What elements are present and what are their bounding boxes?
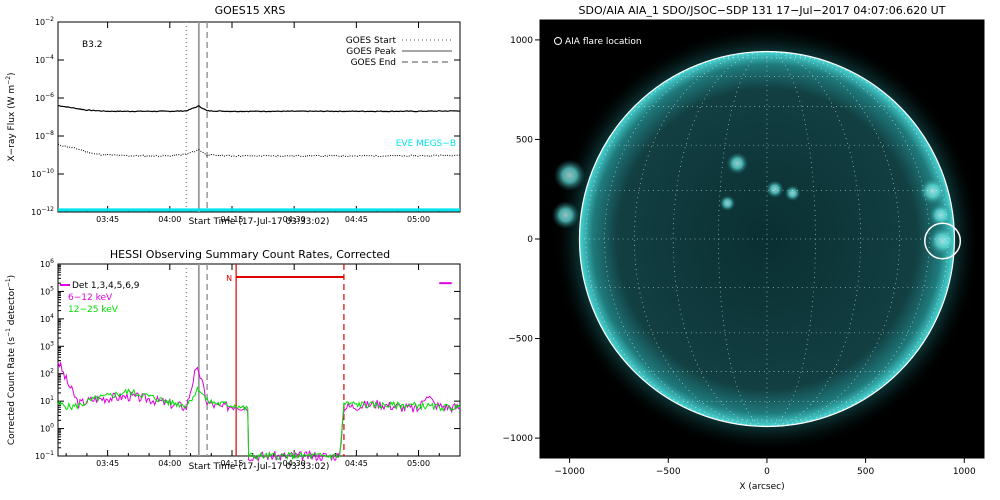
hessi-x-tick-label: 04:15 <box>220 459 243 468</box>
hessi-12-25kev-line <box>57 385 461 461</box>
goes-y-tick-label: 10−6 <box>35 92 54 103</box>
aia-y-tick-label: 1000 <box>510 36 533 46</box>
aia-bright-regions <box>551 152 958 256</box>
aia-longitude-line <box>604 51 767 427</box>
aia-x-tick-label: −500 <box>656 467 681 477</box>
hessi-count-rate-panel: HESSI Observing Summary Count Rates, Cor… <box>5 248 461 472</box>
hessi-x-tick-label: 05:00 <box>407 459 430 468</box>
aia-sun-image <box>551 25 981 453</box>
goes-legend-start-label: GOES Start <box>346 36 397 46</box>
aia-bright-region <box>928 203 953 227</box>
aia-x-tick-label: 0 <box>764 467 770 477</box>
goes-legend-peak-label: GOES Peak <box>346 47 396 57</box>
hessi-y-axis-label: Corrected Count Rate (s−1 detector−1) <box>5 275 17 445</box>
aia-legend-circle-icon <box>554 37 562 45</box>
goes-x-tick-label: 03:45 <box>96 215 119 224</box>
hessi-y-tick-label: 102 <box>40 368 54 379</box>
goes-y-tick-label: 10−8 <box>35 130 54 141</box>
hessi-y-tick-label: 104 <box>40 313 54 324</box>
aia-x-axis-label: X (arcsec) <box>739 482 784 492</box>
aia-y-tick-label: 500 <box>516 135 533 145</box>
hessi-series <box>57 282 461 463</box>
aia-bright-region <box>918 177 947 206</box>
aia-x-ticks: −1000 −500 0 500 1000 <box>554 458 976 477</box>
aia-longitude-line <box>766 51 930 427</box>
hessi-legend-high-label: 12−25 keV <box>68 305 119 315</box>
goes-event-lines <box>185 22 208 212</box>
aia-bright-region <box>719 195 736 212</box>
hessi-y-tick-label: 101 <box>40 395 54 406</box>
aia-x-tick-label: 500 <box>857 467 874 477</box>
hessi-y-tick-label: 103 <box>40 340 54 351</box>
hessi-x-tick-label: 04:30 <box>283 459 306 468</box>
aia-x-tick-label: −1000 <box>554 467 585 477</box>
aia-y-tick-label: 0 <box>527 235 533 245</box>
hessi-event-lines <box>185 264 208 456</box>
goes-x-tick-label: 04:30 <box>283 215 306 224</box>
goes-title: GOES15 XRS <box>215 4 286 17</box>
goes-long-channel-line <box>57 104 461 113</box>
goes-plot-frame <box>57 21 461 213</box>
aia-x-tick-label: 1000 <box>953 467 976 477</box>
aia-limb-circle <box>578 50 955 428</box>
hessi-x-ticks: 03:45 04:00 04:15 04:30 04:45 05:00 <box>65 264 440 468</box>
goes-x-tick-label: 04:45 <box>345 215 368 224</box>
hessi-legend-low-label: 6−12 keV <box>68 293 113 303</box>
aia-longitude-line <box>718 51 767 427</box>
hessi-x-tick-label: 03:45 <box>96 459 119 468</box>
aia-longitude-line <box>766 51 816 427</box>
hessi-night-interval: N <box>226 264 345 456</box>
hessi-x-axis-label: Start Time (17-Jul-17 03:33:02) <box>189 462 330 472</box>
aia-bright-region <box>551 201 580 229</box>
aia-y-tick-label: −1000 <box>503 434 534 444</box>
goes-series <box>57 104 461 212</box>
goes-y-ticks: 10−2 10−4 10−6 10−8 10−10 10−12 <box>31 16 460 217</box>
hessi-y-tick-label: 100 <box>40 423 54 434</box>
goes-y-tick-label: 10−4 <box>35 54 54 65</box>
hessi-legend-det-label: Det 1,3,4,5,6,9 <box>72 281 140 291</box>
goes-x-tick-label: 05:00 <box>407 215 430 224</box>
goes-short-channel-line <box>58 143 461 158</box>
goes-legend: GOES Start GOES Peak GOES End <box>346 36 452 68</box>
goes-eve-label: EVE MEGS−B <box>396 139 456 149</box>
goes-class-annotation: B3.2 <box>82 40 103 50</box>
goes-x-tick-label: 04:00 <box>158 215 181 224</box>
goes-y-tick-label: 10−12 <box>31 206 54 217</box>
aia-image-panel: SDO/AIA AIA_1 SDO/JSOC−SDP 131 17−Jul−20… <box>503 4 985 492</box>
goes-x-axis-label: Start Time (17-Jul-17 03:33:02) <box>189 217 330 227</box>
goes-y-axis-label: X−ray Flux (W m−2) <box>5 72 17 161</box>
hessi-6-12kev-line <box>57 360 461 463</box>
aia-longitude-line <box>766 51 861 427</box>
hessi-y-tick-label: 10−1 <box>35 450 54 461</box>
aia-y-tick-label: −500 <box>508 335 533 345</box>
hessi-night-label: N <box>226 274 232 283</box>
aia-heliographic-grid <box>579 51 955 427</box>
aia-bright-region <box>726 152 749 175</box>
aia-bright-region <box>927 226 958 256</box>
goes-y-tick-label: 10−2 <box>35 16 54 27</box>
aia-bright-region <box>784 185 801 202</box>
aia-flare-location-circle <box>924 222 962 260</box>
hessi-x-tick-label: 04:45 <box>345 459 368 468</box>
hessi-title: HESSI Observing Summary Count Rates, Cor… <box>110 248 390 261</box>
hessi-y-tick-label: 105 <box>40 285 54 296</box>
aia-longitude-line <box>672 51 767 427</box>
hessi-y-ticks: 106 105 104 103 102 101 100 10−1 <box>35 258 460 461</box>
goes-xrs-panel: GOES15 XRS 10−2 10−4 10−6 10−8 10−10 10−12 03… <box>5 4 461 227</box>
goes-legend-end-label: GOES End <box>351 58 396 68</box>
goes-y-tick-label: 10−10 <box>31 168 54 179</box>
aia-title: SDO/AIA AIA_1 SDO/JSOC−SDP 131 17−Jul−20… <box>579 4 946 17</box>
aia-bright-region <box>765 180 784 199</box>
aia-legend-label: AIA flare location <box>565 37 642 47</box>
hessi-y-tick-label: 106 <box>40 258 54 269</box>
aia-y-ticks: 1000 500 0 −500 −1000 <box>503 36 540 444</box>
goes-x-tick-label: 04:15 <box>220 215 243 224</box>
aia-bright-region <box>553 159 586 192</box>
hessi-legend: Det 1,3,4,5,6,9 6−12 keV 12−25 keV <box>60 281 140 315</box>
hessi-x-tick-label: 04:00 <box>158 459 181 468</box>
